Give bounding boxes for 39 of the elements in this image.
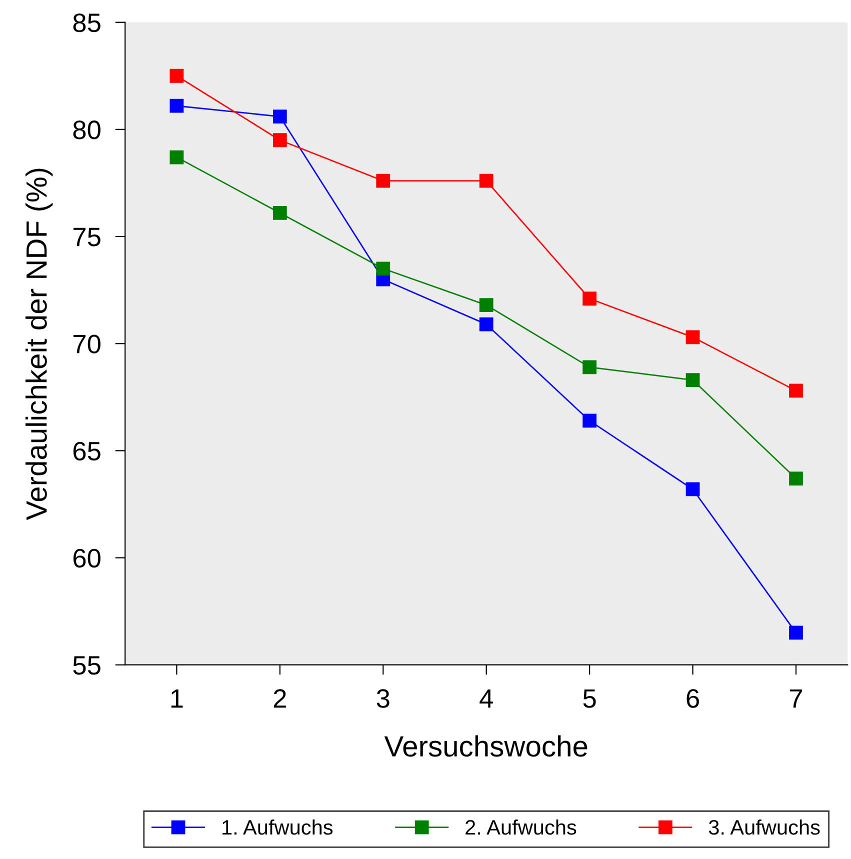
point [582, 292, 597, 306]
point [789, 626, 803, 640]
point [479, 174, 494, 188]
x-tick-label: 6 [686, 689, 699, 708]
x-axis-title: Versuchswoche [384, 735, 588, 757]
y-tick-label: 80 [73, 120, 100, 140]
y-tick-label: 60 [73, 548, 100, 568]
x-tick-label: 5 [583, 689, 596, 708]
point [686, 330, 700, 344]
point [582, 360, 597, 374]
y-tick-label: 55 [73, 656, 100, 675]
y-tick-label: 75 [73, 228, 100, 246]
point [170, 68, 184, 83]
point [376, 174, 390, 188]
point [272, 206, 287, 220]
legend-label: 1. Aufwuchs [222, 819, 333, 835]
y-tick-label: 65 [73, 442, 100, 461]
point [479, 298, 494, 312]
x-tick-label: 3 [376, 689, 390, 708]
point [376, 262, 390, 276]
x-tick-label: 7 [790, 689, 802, 708]
x-tick-label: 2 [274, 689, 286, 708]
legend-label: 2. Aufwuchs [466, 819, 576, 835]
point [582, 414, 597, 428]
point [479, 317, 494, 332]
point [789, 472, 803, 486]
point [170, 150, 184, 164]
point [686, 373, 700, 387]
y-axis-title: Verdaulichkeit der NDF (%) [26, 168, 53, 520]
legend-label: 3. Aufwuchs [708, 819, 820, 835]
point [686, 482, 700, 496]
y-tick-label: 85 [73, 13, 100, 32]
x-tick-label: 4 [480, 689, 493, 708]
point [170, 98, 184, 113]
point [272, 110, 287, 124]
point [789, 384, 803, 398]
y-tick-label: 70 [73, 334, 100, 354]
x-tick-label: 1 [171, 689, 183, 708]
point [272, 133, 287, 148]
